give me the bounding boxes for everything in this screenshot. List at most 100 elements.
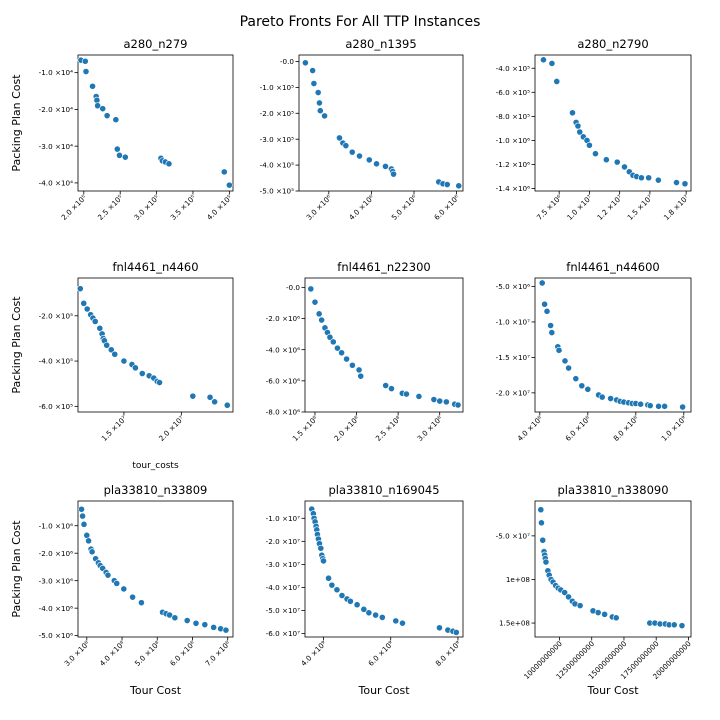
y-tick-label: -2.0 ×10⁶ — [266, 314, 300, 323]
data-point — [538, 519, 545, 527]
x-tick-label: 2.0 ×10⁷ — [157, 414, 186, 443]
y-tick-label: -6.0 ×10⁷ — [266, 629, 300, 638]
data-point — [356, 152, 363, 160]
data-point — [314, 89, 322, 96]
data-point — [225, 181, 233, 189]
data-point — [80, 520, 88, 528]
y-tick-label: -1.0 ×10⁷ — [496, 318, 530, 327]
data-point — [93, 96, 101, 104]
data-point — [120, 585, 128, 593]
y-tick-label: -4.0 ×10⁶ — [39, 604, 73, 613]
data-point — [373, 160, 380, 168]
data-point — [392, 617, 400, 625]
data-point — [333, 586, 341, 594]
data-point — [211, 398, 219, 406]
y-tick-label: -1.0 ×10⁶ — [39, 521, 73, 530]
y-tick-label: -1.0 ×10⁷ — [266, 514, 300, 523]
data-point — [81, 57, 89, 65]
data-point — [365, 609, 373, 617]
data-point — [555, 346, 563, 354]
data-point — [601, 610, 609, 618]
x-axis-label: Tour Cost — [586, 684, 639, 697]
data-point — [189, 392, 197, 400]
data-point — [343, 355, 350, 363]
subplot-7: pla33810_n33809 -1.0 ×10⁶ -2.0 ×10⁶ -3.0 ×1… — [10, 483, 234, 697]
data-point — [348, 148, 356, 156]
y-tick-label: -2.0 ×10⁷ — [266, 537, 300, 546]
data-point — [103, 112, 111, 120]
plot-frame — [304, 500, 464, 638]
data-point — [654, 176, 662, 184]
subplot-title: a280_n1395 — [345, 37, 416, 51]
subplot-title: pla33810_n33809 — [104, 483, 208, 497]
data-point — [655, 402, 662, 410]
data-point — [607, 395, 614, 402]
x-tick-label: 4.0 ×10⁸ — [515, 414, 544, 443]
data-point — [598, 393, 606, 401]
data-point — [538, 279, 546, 287]
data-point — [171, 614, 179, 622]
data-point — [576, 128, 584, 136]
data-point — [539, 536, 547, 544]
y-tick-label: -8.0 ×10⁶ — [266, 408, 300, 417]
data-point — [455, 182, 463, 190]
subplot-title: fnl4461_n44600 — [566, 260, 659, 274]
data-point — [103, 341, 111, 349]
x-tick-label: 6.0 ×10⁸ — [563, 414, 592, 443]
data-point — [365, 156, 373, 164]
figure-title: Pareto Fronts For All TTP Instances — [240, 14, 481, 30]
plot-frame — [304, 277, 464, 413]
y-tick-label: -6.0 ×10⁶ — [266, 376, 300, 385]
data-point — [584, 385, 592, 393]
subplot-title: pla33810_n169045 — [328, 483, 439, 497]
data-point — [326, 333, 334, 341]
data-point — [85, 537, 92, 545]
data-point — [120, 357, 128, 365]
data-point — [673, 179, 680, 186]
x-tick-label: 1.0 ×10⁷ — [565, 193, 594, 222]
data-point — [166, 611, 173, 619]
data-point — [336, 134, 343, 142]
x-tick-label: 3.0 ×10⁶ — [304, 193, 333, 222]
data-point — [403, 390, 410, 398]
data-point — [338, 592, 346, 599]
data-point — [223, 401, 231, 409]
data-point — [334, 344, 341, 352]
x-tick-label: 7.0 ×10⁸ — [203, 639, 232, 668]
y-tick-label: -0.0 — [286, 283, 300, 292]
data-point — [537, 506, 545, 514]
data-point — [307, 285, 315, 293]
data-point — [99, 105, 107, 113]
data-point — [574, 122, 582, 130]
data-point — [353, 601, 361, 609]
y-tick-label: -6.0 ×10⁵ — [496, 88, 530, 97]
x-tick-label: 2.0 ×10⁵ — [59, 193, 88, 222]
subplot-1: a280_n279 -1.0 ×10⁴ -2.0 ×10⁴ -3.0 ×10⁴ -4.0… — [10, 37, 234, 222]
data-point — [621, 163, 628, 171]
data-point — [328, 581, 336, 589]
data-point — [89, 82, 96, 90]
y-tick-label: -3.0 ×10⁵ — [260, 135, 294, 144]
data-point — [342, 142, 350, 150]
x-tick-label: 3.5 ×10⁵ — [169, 193, 198, 222]
data-point — [454, 401, 462, 409]
data-point — [113, 580, 121, 587]
data-point — [206, 393, 214, 401]
data-point — [104, 571, 112, 579]
data-point — [346, 597, 354, 605]
data-point — [96, 324, 104, 332]
data-point — [311, 298, 319, 306]
subplot-3: a280_n2790 -4.0 ×10⁵ -6.0 ×10⁵ -8.0 ×10⁵ -1.… — [496, 37, 692, 222]
data-point — [382, 162, 389, 170]
y-tick-label: -1.4 ×10⁶ — [496, 184, 530, 193]
data-point — [602, 156, 610, 164]
x-tick-label: 1.8 ×10⁷ — [662, 193, 691, 222]
plot-frame — [534, 277, 692, 413]
subplot-title: fnl4461_n4460 — [112, 260, 198, 274]
x-tick-label: 1.5 ×10⁷ — [625, 193, 654, 222]
data-point — [388, 385, 395, 393]
subplot-title: fnl4461_n22300 — [337, 260, 430, 274]
data-point — [325, 574, 332, 582]
data-point — [91, 318, 99, 325]
x-tick-label: 5.0 ×10⁸ — [133, 639, 162, 668]
